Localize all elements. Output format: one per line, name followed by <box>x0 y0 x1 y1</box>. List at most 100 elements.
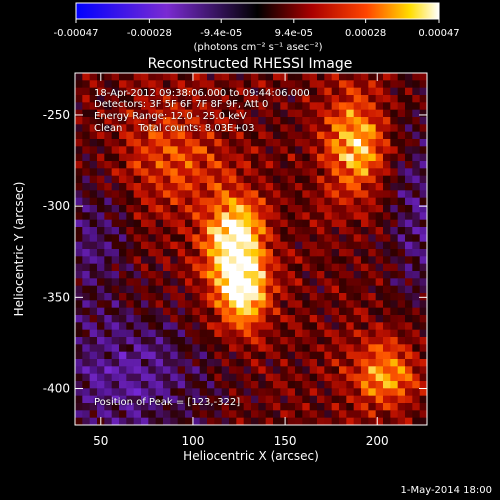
heatmap-cell <box>419 197 428 206</box>
x-tick-label: 100 <box>181 434 204 448</box>
heatmap-cell <box>280 197 289 206</box>
heatmap-cell <box>155 263 164 272</box>
heatmap-cell <box>236 285 245 294</box>
heatmap-cell <box>82 278 91 287</box>
heatmap-cell <box>133 293 142 301</box>
heatmap-cell <box>119 249 127 257</box>
heatmap-cell <box>258 373 267 382</box>
heatmap-cell <box>339 395 347 404</box>
heatmap-cell <box>287 161 296 169</box>
heatmap-cell <box>243 373 252 382</box>
heatmap-cell <box>148 373 157 382</box>
heatmap-cell <box>82 366 91 375</box>
axes: 50 100 150 200-250-300-350-400 <box>43 73 427 448</box>
heatmap-cell <box>207 351 215 360</box>
heatmap-cell <box>148 241 157 250</box>
heatmap-cell <box>185 351 193 360</box>
heatmap-cell <box>412 161 421 169</box>
colorbar-tick-label: 0.00047 <box>418 28 459 39</box>
heatmap-cell <box>331 322 340 331</box>
heatmap-cell <box>155 271 164 279</box>
heatmap-cell <box>236 300 245 309</box>
heatmap-cell <box>375 234 384 243</box>
heatmap-cell <box>177 293 186 301</box>
heatmap-cell <box>265 256 274 265</box>
heatmap-cell <box>177 373 186 382</box>
heatmap-cell <box>309 219 318 228</box>
heatmap-cell <box>236 241 245 250</box>
heatmap-cell <box>163 395 171 404</box>
heatmap-cell <box>97 161 105 169</box>
heatmap-cell <box>89 359 98 367</box>
heatmap-cell <box>207 263 215 272</box>
heatmap-cell <box>119 307 127 316</box>
heatmap-cell <box>317 307 325 316</box>
heatmap-cell <box>302 263 311 272</box>
heatmap-cell <box>339 205 347 213</box>
heatmap-cell <box>89 153 98 162</box>
heatmap-cell <box>243 175 252 184</box>
heatmap-cell <box>82 234 91 243</box>
heatmap-cell <box>273 212 281 221</box>
heatmap-cell <box>273 131 281 140</box>
heatmap-cell <box>236 109 245 118</box>
heatmap-cell <box>280 95 289 103</box>
heatmap-cell <box>236 234 245 243</box>
heatmap-cell <box>221 219 230 228</box>
heatmap-cell <box>104 234 113 243</box>
heatmap-cell <box>133 102 142 111</box>
heatmap-cell <box>104 227 113 235</box>
heatmap-cell <box>368 410 377 419</box>
heatmap-cell <box>331 373 340 382</box>
heatmap-cell <box>258 212 267 221</box>
heatmap-cell <box>177 190 186 199</box>
heatmap-cell <box>295 219 303 228</box>
heatmap-cell <box>119 87 127 96</box>
heatmap-cell <box>119 212 127 221</box>
heatmap-cell <box>111 256 120 265</box>
heatmap-cell <box>119 403 127 411</box>
heatmap-cell <box>273 307 281 316</box>
heatmap-cell <box>412 293 421 301</box>
heatmap-cell <box>221 366 230 375</box>
heatmap-cell <box>199 271 208 279</box>
heatmap-cell <box>383 315 391 323</box>
heatmap-cell <box>97 109 105 118</box>
heatmap-cell <box>419 153 428 162</box>
heatmap-cell <box>295 322 303 331</box>
heatmap-cell <box>251 351 259 360</box>
heatmap-cell <box>89 95 98 103</box>
heatmap-cell <box>324 109 333 118</box>
heatmap-cell <box>155 329 164 338</box>
heatmap-cell <box>361 388 369 397</box>
peak-position-annotation: Position of Peak = [123,-322] <box>94 397 241 408</box>
heatmap-cell <box>346 241 355 250</box>
heatmap-cell <box>221 109 230 118</box>
heatmap-cell <box>192 102 201 111</box>
heatmap-cell <box>89 117 98 125</box>
heatmap-cell <box>155 256 164 265</box>
heatmap-cell <box>309 139 318 147</box>
heatmap-cell <box>192 212 201 221</box>
heatmap-cell <box>309 73 318 81</box>
heatmap-cell <box>207 395 215 404</box>
heatmap-cell <box>104 293 113 301</box>
heatmap-cell <box>280 212 289 221</box>
heatmap-cell <box>170 344 179 353</box>
heatmap-cell <box>353 190 362 199</box>
heatmap-cell <box>221 403 230 411</box>
heatmap-cell <box>229 337 237 345</box>
heatmap-cell <box>199 359 208 367</box>
heatmap-cell <box>368 124 377 133</box>
heatmap-cell <box>177 87 186 96</box>
y-tick-label: -400 <box>43 382 70 396</box>
heatmap-cell <box>295 227 303 235</box>
heatmap-cell <box>199 197 208 206</box>
heatmap-cell <box>339 403 347 411</box>
heatmap-cell <box>126 278 135 287</box>
heatmap-cell <box>287 117 296 125</box>
heatmap-cell <box>368 87 377 96</box>
heatmap-cell <box>214 263 223 272</box>
heatmap-cell <box>141 337 149 345</box>
heatmap-cell <box>309 278 318 287</box>
